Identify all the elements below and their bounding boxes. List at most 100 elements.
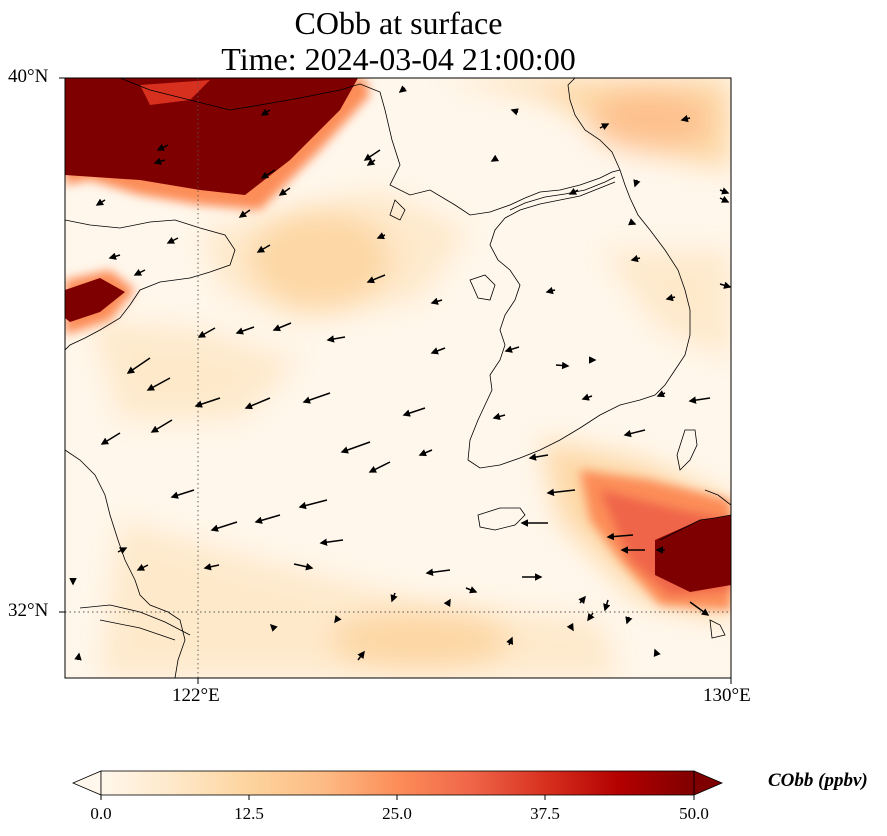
- wind-vector: [633, 179, 641, 188]
- wind-vector: [398, 85, 408, 93]
- wind-vector: [260, 169, 276, 179]
- lat-label-40n: 40°N: [8, 66, 49, 87]
- wind-vector: [363, 149, 381, 161]
- wind-vector: [528, 453, 549, 461]
- wind-vector: [555, 361, 570, 370]
- map-panel: [59, 77, 732, 684]
- wind-vector: [153, 157, 166, 165]
- wind-vector: [402, 407, 426, 417]
- wind-vector: [581, 393, 593, 401]
- wind-vector: [376, 232, 386, 240]
- axis-ticks: [59, 77, 732, 684]
- wind-vector: [443, 598, 451, 608]
- wind-vector: [719, 281, 732, 289]
- gridlines: [65, 78, 731, 678]
- wind-vector: [545, 286, 556, 295]
- wind-vector: [510, 108, 519, 116]
- wind-vector: [256, 244, 271, 253]
- wind-vector: [490, 154, 500, 162]
- wind-vector: [340, 441, 371, 454]
- wind-vector: [136, 563, 149, 571]
- wind-vector: [272, 322, 292, 332]
- map-title-line-1: CObb at surface: [294, 5, 503, 41]
- wind-vector: [599, 123, 610, 131]
- map-frame: [64, 77, 732, 679]
- wind-vector: [278, 187, 291, 196]
- lon-label-130e: 130°E: [703, 685, 751, 706]
- wind-vector: [366, 158, 376, 166]
- wind-vector: [100, 432, 121, 445]
- wind-vector: [430, 297, 443, 305]
- wind-vector: [133, 268, 146, 276]
- wind-vector: [366, 274, 386, 284]
- wind-vector: [418, 449, 433, 457]
- colorbar-tick-label: 50.0: [679, 804, 709, 823]
- wind-vector: [357, 650, 365, 661]
- wind-vector: [625, 616, 633, 625]
- wind-vector: [689, 601, 710, 616]
- wind-vector: [170, 489, 195, 499]
- wind-vector: [244, 397, 271, 410]
- wind-vector: [578, 595, 586, 605]
- wind-vector: [630, 254, 641, 263]
- colorbar-extend-max: [693, 770, 724, 796]
- wind-vector: [665, 293, 676, 302]
- wind-vector: [302, 392, 331, 404]
- wind-vector: [546, 488, 576, 497]
- wind-vector: [568, 187, 579, 195]
- wind-vector: [504, 345, 520, 353]
- wind-vector: [319, 538, 344, 546]
- colorbar: [71, 770, 724, 800]
- wind-vector: [587, 612, 595, 622]
- wind-vector: [566, 622, 574, 632]
- wind-vector: [260, 108, 271, 116]
- colorbar-label: CObb (ppbv): [768, 770, 868, 791]
- colorbar-extend-min: [71, 770, 102, 796]
- wind-vector: [688, 396, 711, 404]
- wind-vector: [108, 252, 121, 260]
- colorbar-tick-label: 25.0: [382, 804, 412, 823]
- wind-vector: [74, 652, 82, 661]
- wind-vector: [603, 599, 611, 612]
- wind-vector: [117, 547, 128, 555]
- wind-vector: [425, 568, 451, 576]
- wind-vector: [126, 357, 151, 374]
- wind-vector: [238, 209, 251, 218]
- map-title-line-2: Time: 2024-03-04 21:00:00: [221, 41, 576, 77]
- wind-vector: [465, 586, 478, 594]
- wind-vector: [156, 143, 169, 151]
- wind-vector: [606, 532, 634, 541]
- wind-vector-field: [69, 85, 732, 661]
- wind-vector: [653, 648, 661, 657]
- wind-vector: [269, 623, 278, 632]
- wind-vector: [623, 429, 646, 438]
- concentration-field: [65, 78, 731, 678]
- wind-vector: [719, 195, 730, 203]
- colorbar-tick-label: 0.0: [90, 804, 112, 823]
- wind-vector: [492, 412, 506, 421]
- plume-southeast: [580, 470, 731, 610]
- wind-vector: [390, 592, 398, 603]
- lat-label-32n: 32°N: [8, 600, 49, 621]
- wind-vector: [197, 327, 216, 338]
- wind-vector: [203, 563, 220, 571]
- colorbar-gradient: [101, 771, 694, 795]
- wind-vector: [194, 397, 221, 408]
- colorbar-tick-label: 37.5: [530, 804, 560, 823]
- wind-vector: [326, 335, 346, 343]
- wind-vector: [656, 390, 666, 398]
- wind-vector: [166, 236, 179, 244]
- wind-vector: [506, 636, 514, 646]
- plume-northwest: [65, 78, 370, 210]
- wind-vector: [680, 114, 691, 123]
- wind-vector: [334, 614, 342, 624]
- wind-vector: [368, 461, 391, 473]
- wind-vector: [210, 521, 238, 532]
- wind-vector: [628, 218, 637, 226]
- colorbar-tick-label: 12.5: [234, 804, 264, 823]
- wind-vector: [298, 499, 328, 510]
- wind-vector: [430, 347, 446, 355]
- wind-vector: [293, 563, 314, 571]
- wind-vector: [95, 198, 106, 206]
- wind-vector: [150, 419, 173, 433]
